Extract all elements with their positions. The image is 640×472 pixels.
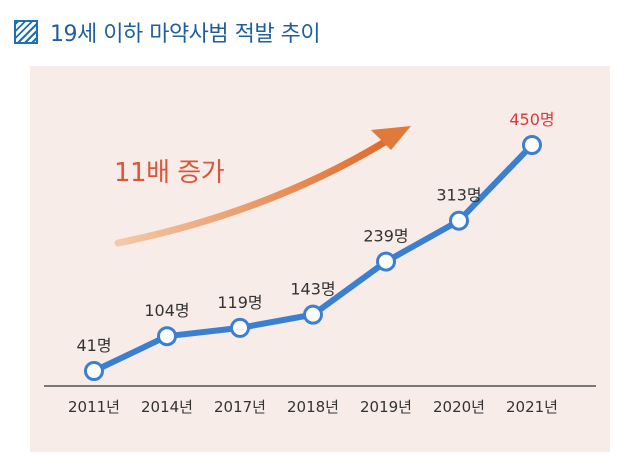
- data-point: [376, 251, 396, 272]
- data-label: 450명: [509, 110, 554, 129]
- data-label: 143명: [290, 280, 335, 299]
- data-label: 313명: [436, 186, 481, 205]
- data-label: 239명: [363, 227, 408, 246]
- data-label: 41명: [76, 336, 111, 355]
- growth-annotation: 11배 증가: [114, 158, 225, 188]
- data-point: [449, 210, 469, 231]
- x-tick-label: 2018년: [287, 398, 339, 416]
- growth-arrow-head: [371, 126, 411, 150]
- chart-panel: [30, 66, 610, 452]
- chart-header: 19세 이하 마약사범 적발 추이: [14, 14, 321, 50]
- data-point: [157, 326, 177, 347]
- data-point: [303, 304, 323, 325]
- x-tick-label: 2019년: [360, 398, 412, 416]
- x-tick-label: 2017년: [214, 398, 266, 416]
- x-tick-label: 2011년: [68, 398, 120, 416]
- data-label: 104명: [144, 301, 189, 320]
- data-point: [522, 135, 542, 155]
- x-tick-label: 2014년: [141, 398, 193, 416]
- x-tick-label: 2020년: [433, 398, 485, 416]
- data-point: [230, 317, 250, 338]
- hatch-square-icon: [14, 20, 38, 44]
- chart-title: 19세 이하 마약사범 적발 추이: [50, 22, 321, 47]
- data-label: 119명: [217, 293, 262, 312]
- x-tick-label: 2021년: [506, 398, 558, 416]
- growth-arrow-shaft: [114, 136, 392, 247]
- data-point: [84, 361, 104, 381]
